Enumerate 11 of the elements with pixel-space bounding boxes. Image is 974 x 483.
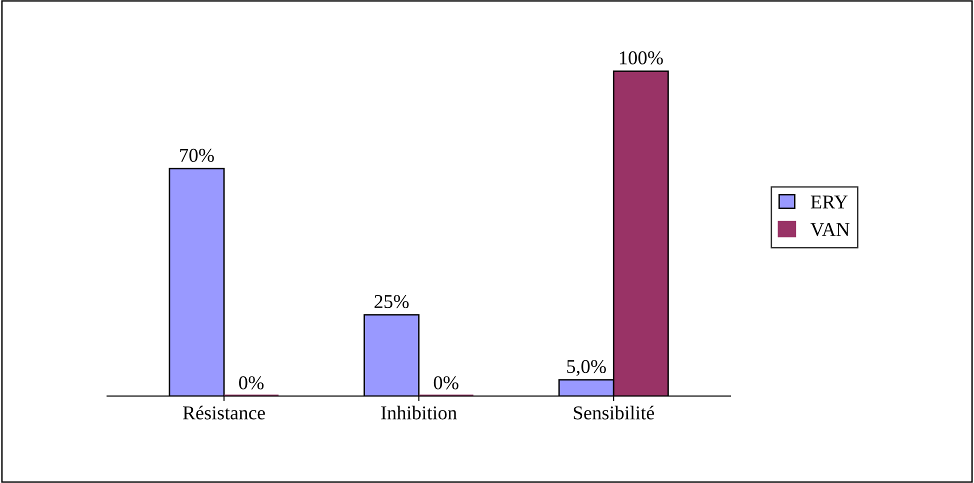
data-label: 0%	[434, 376, 458, 390]
legend-label: ERY	[810, 196, 848, 208]
data-label: 100%	[620, 51, 663, 64]
data-label: 5,0%	[567, 360, 606, 376]
x-tick-label: Sensibilité	[574, 406, 654, 420]
data-label: 70%	[180, 148, 214, 162]
data-label: 25%	[374, 294, 409, 308]
x-tick-label: Inhibition	[381, 406, 457, 420]
data-label: 0%	[239, 376, 264, 390]
x-tick-label: Résistance	[183, 406, 265, 420]
legend-label: VAN	[810, 222, 850, 236]
